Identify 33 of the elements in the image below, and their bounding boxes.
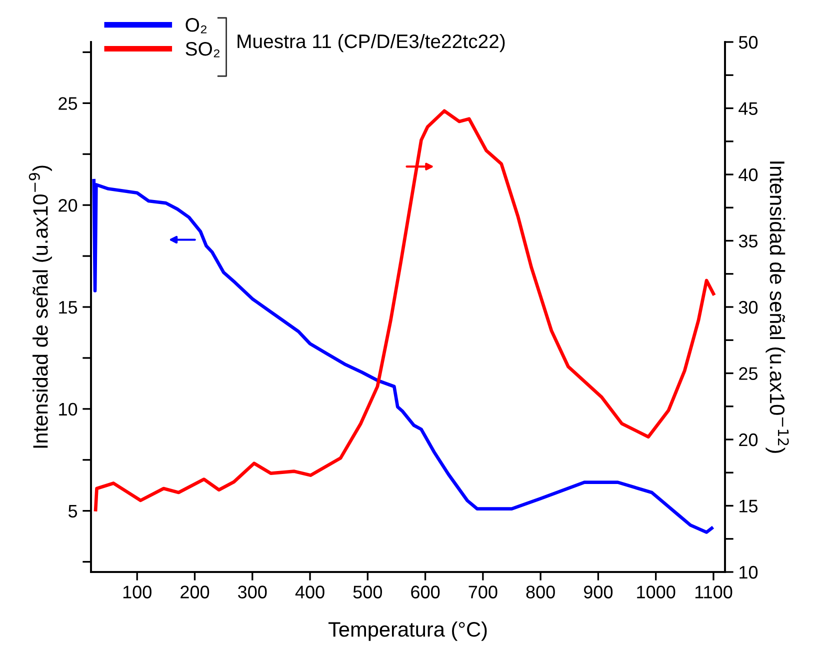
- x-tick-label: 300: [238, 586, 267, 598]
- y-axis-title: Intensidad de señal (u.ax10$^{−9}$): [28, 166, 52, 448]
- y2-tick-label: 50: [738, 36, 758, 49]
- y2-tick-label: 35: [738, 234, 758, 248]
- y-tick-label: 25: [58, 97, 78, 110]
- x-tick-label: 200: [180, 586, 210, 598]
- x-tick-label: 1100: [695, 586, 732, 598]
- y2-tick-label: 20: [739, 433, 758, 446]
- x-tick-label: 900: [584, 586, 613, 598]
- x-tick-label: 700: [468, 586, 498, 598]
- y-tick-label: 10: [59, 402, 78, 416]
- x-tick-label: 800: [526, 586, 555, 598]
- legend-label: O₂: [186, 18, 207, 34]
- legend-title: Muestra 11 (CP/D/E3/te22tc22): [238, 34, 505, 52]
- y2-tick-label: 45: [738, 102, 758, 115]
- line-series: [94, 109, 716, 512]
- y-tick-label: 5: [68, 504, 78, 518]
- x-tick-label: 400: [295, 586, 324, 598]
- y2-tick-label: 10: [740, 566, 758, 579]
- y-tick-label: 20: [58, 199, 78, 212]
- x-tick-label: 500: [353, 586, 382, 598]
- x-tick-label: 1000: [637, 586, 676, 598]
- x-tick-label: 100: [123, 586, 152, 598]
- y2-axis-title: Intensidad de señal (u.ax10$^{−12}$): [766, 162, 789, 453]
- y2-tick-label: 15: [740, 500, 758, 512]
- x-axis-title: Temperatura (°C): [328, 621, 487, 641]
- x-tick-label: 600: [411, 586, 440, 598]
- y2-tick-label: 25: [739, 367, 758, 380]
- y2-tick-label: 30: [738, 300, 758, 314]
- y2-tick-label: 40: [738, 168, 758, 182]
- line-series: [92, 178, 714, 534]
- legend-label: SO₂: [186, 42, 220, 58]
- y-tick-label: 15: [59, 301, 78, 314]
